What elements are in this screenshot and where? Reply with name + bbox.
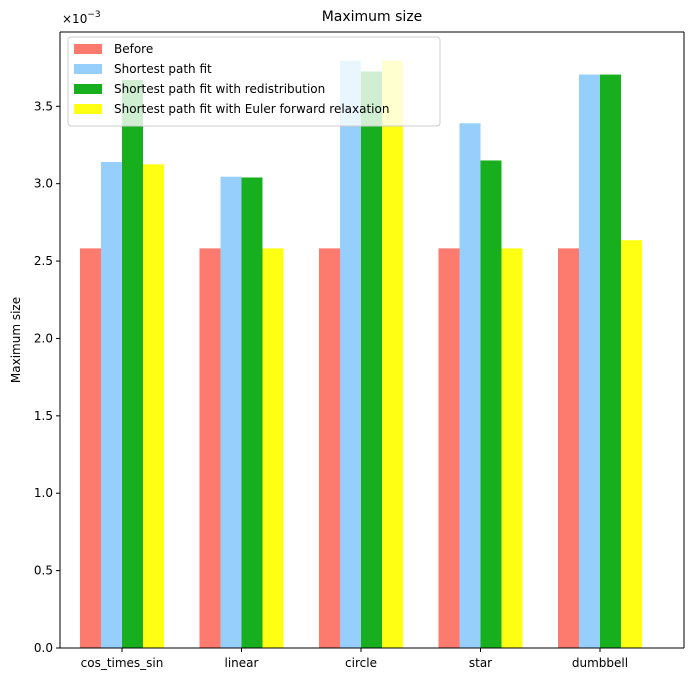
bar-star-series-0 [438, 248, 460, 648]
bar-circle-series-1 [340, 60, 361, 648]
x-tick-label: linear [225, 656, 259, 670]
bar-circle-series-3 [382, 60, 403, 648]
legend-label: Before [114, 42, 153, 56]
y-axis-multiplier-base: ×10 [62, 12, 87, 26]
axes-group: 0.0 0.5 1.0 1.5 2.0 2.5 3.0 3.5 cos_times_sin lin… [34, 31, 685, 670]
bars-group [80, 60, 642, 649]
legend-label: Shortest path fit with Euler forward rel… [114, 102, 389, 116]
legend-swatch [74, 84, 102, 94]
legend-swatch [74, 64, 102, 74]
y-tick-label: 1.0 [34, 486, 53, 500]
bar-circle-series-2 [361, 71, 382, 649]
bar-linear-series-2 [241, 177, 263, 649]
y-axis-multiplier-exponent: −3 [87, 10, 100, 20]
bar-cos_times_sin-series-2 [122, 79, 143, 649]
y-axis-title: Maximum size [9, 297, 23, 383]
legend-box [67, 36, 441, 127]
y-tick-label: 0.0 [34, 641, 53, 655]
y-tick-label: 1.5 [34, 409, 53, 423]
bar-star-series-3 [501, 248, 523, 648]
y-tick-label: 0.5 [34, 564, 53, 578]
y-axis-multiplier: ×10−3 [62, 10, 101, 26]
bar-cos_times_sin-series-0 [80, 248, 101, 648]
bar-cos_times_sin-series-3 [143, 164, 164, 648]
legend-label: Shortest path fit with redistribution [114, 82, 325, 96]
x-tick-label: dumbbell [572, 656, 628, 670]
bar-dumbbell-series-2 [600, 74, 621, 648]
legend-label: Shortest path fit [114, 62, 212, 76]
legend: Before Shortest path fit Shortest path fit… [67, 36, 441, 127]
bar-linear-series-3 [262, 248, 284, 648]
bar-star-series-2 [480, 160, 502, 648]
x-tick-label: circle [345, 656, 377, 670]
bar-star-series-1 [459, 123, 481, 648]
x-tick-label: star [469, 656, 492, 670]
y-tick-label: 3.5 [34, 99, 53, 113]
bar-dumbbell-series-1 [579, 74, 600, 648]
legend-swatch [74, 44, 102, 54]
bar-linear-series-0 [199, 248, 221, 648]
bar-linear-series-1 [220, 176, 242, 648]
y-tick-label: 2.0 [34, 331, 53, 345]
legend-swatch [74, 104, 102, 114]
y-tick-label: 2.5 [34, 254, 53, 268]
x-tick-label: cos_times_sin [81, 656, 164, 670]
chart-title: Maximum size [322, 9, 423, 25]
bar-circle-series-0 [319, 248, 340, 648]
bar-dumbbell-series-0 [558, 248, 579, 648]
bar-dumbbell-series-3 [621, 240, 642, 649]
bar-cos_times_sin-series-1 [101, 162, 122, 648]
y-tick-label: 3.0 [34, 177, 53, 191]
